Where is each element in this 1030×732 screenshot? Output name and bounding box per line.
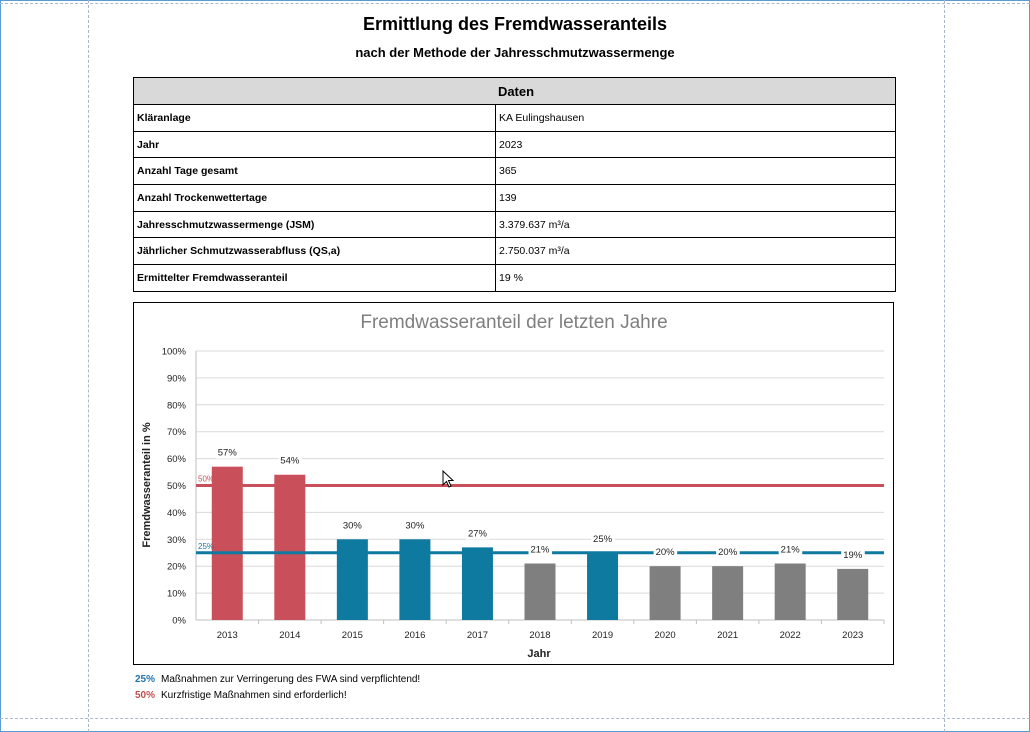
- data-label-bg: [215, 447, 240, 459]
- x-tick-label: 2018: [529, 630, 550, 641]
- row-value: 2023: [495, 130, 896, 159]
- bar-2013: [211, 466, 243, 620]
- row-label: Jahr: [133, 130, 496, 159]
- row-value: 2.750.037 m³/a: [495, 237, 896, 266]
- row-label: Jahresschmutzwassermenge (JSM): [133, 210, 496, 239]
- y-tick-label: 20%: [167, 562, 187, 573]
- data-label-bg: [465, 528, 490, 540]
- bar-2023: [837, 568, 869, 620]
- data-table: Daten Kläranlage KA Eulingshausen Jahr 202…: [133, 77, 896, 292]
- x-tick-label: 2019: [592, 630, 613, 641]
- page-title: Ermittlung des Fremdwasseranteils: [362, 14, 668, 34]
- y-tick-label: 70%: [167, 427, 187, 438]
- data-label: 20%: [718, 547, 738, 558]
- data-label: 20%: [656, 547, 676, 558]
- row-label: Jährlicher Schmutzwasserabfluss (QS,a): [133, 237, 496, 266]
- y-tick-label: 10%: [167, 589, 187, 600]
- threshold-label: 50%: [198, 475, 214, 484]
- data-label: 57%: [218, 448, 238, 459]
- margin-guide-top: [0, 3, 1030, 4]
- page-subtitle: nach der Methode der Jahresschmutzwasser…: [355, 45, 675, 60]
- data-label: 30%: [343, 520, 363, 531]
- row-value: 139: [495, 184, 896, 212]
- table-row: Jährlicher Schmutzwasserabfluss (QS,a) 2.…: [133, 237, 896, 266]
- data-label-bg: [591, 533, 615, 545]
- chart-container[interactable]: Fremdwasseranteil der letzten Jahre Jahr…: [133, 302, 894, 665]
- mouse-cursor-icon: [442, 470, 455, 488]
- x-tick-label: 2016: [404, 630, 425, 641]
- data-label-bg: [716, 547, 740, 559]
- y-tick-label: 0%: [172, 616, 186, 627]
- table-heading: Daten: [133, 77, 896, 105]
- data-label: 21%: [781, 545, 801, 556]
- x-tick-label: 2020: [655, 630, 676, 641]
- threshold-label: 25%: [198, 542, 214, 551]
- data-label: 30%: [405, 520, 425, 531]
- row-value: KA Eulingshausen: [495, 104, 896, 132]
- row-label: Anzahl Trockenwettertage: [133, 184, 496, 212]
- legend-pct: 50%: [135, 690, 156, 701]
- legend-text: Kurzfristige Maßnahmen sind erforderlich…: [161, 690, 347, 701]
- legend-pct: 25%: [135, 674, 156, 685]
- bar-2014: [274, 474, 306, 620]
- table-row: Anzahl Trockenwettertage 139: [133, 184, 896, 212]
- data-label: 19%: [843, 550, 863, 561]
- margin-guide-left: [88, 0, 89, 732]
- legend-item-25: 25% Maßnahmen zur Verringerung des FWA si…: [135, 674, 420, 685]
- data-label-bg: [403, 520, 427, 532]
- bar-2017: [461, 547, 493, 620]
- margin-guide-bottom: [0, 718, 1030, 719]
- data-label-bg: [778, 544, 803, 556]
- table-row: Kläranlage KA Eulingshausen: [133, 104, 896, 132]
- y-tick-label: 30%: [167, 535, 187, 546]
- row-value: 3.379.637 m³/a: [495, 210, 896, 239]
- legend-item-50: 50% Kurzfristige Maßnahmen sind erforderl…: [135, 690, 347, 701]
- bar-2022: [774, 563, 806, 620]
- data-label: 25%: [593, 534, 613, 545]
- x-tick-label: 2013: [217, 630, 238, 641]
- y-tick-label: 60%: [167, 454, 187, 465]
- row-label: Anzahl Tage gesamt: [133, 157, 496, 186]
- table-row: Anzahl Tage gesamt 365: [133, 157, 896, 186]
- x-tick-label: 2021: [717, 630, 738, 641]
- margin-guide-right: [944, 0, 945, 732]
- data-label: 54%: [280, 456, 300, 467]
- bar-chart: Fremdwasseranteil der letzten Jahre Jahr…: [141, 312, 885, 660]
- y-axis-label: Fremdwasseranteil in %: [141, 422, 153, 548]
- data-label-bg: [653, 547, 678, 559]
- row-label: Ermittelter Fremdwasseranteil: [133, 264, 496, 292]
- x-tick-label: 2014: [279, 630, 300, 641]
- y-tick-label: 100%: [162, 347, 187, 358]
- x-tick-label: 2017: [467, 630, 488, 641]
- row-value: 365: [495, 157, 896, 186]
- chart-title: Fremdwasseranteil der letzten Jahre: [360, 312, 667, 333]
- table-row: Jahresschmutzwassermenge (JSM) 3.379.637 …: [133, 210, 896, 239]
- bar-2020: [649, 566, 681, 620]
- y-tick-label: 80%: [167, 400, 187, 411]
- data-label-bg: [278, 455, 302, 467]
- bar-2021: [712, 566, 744, 620]
- x-tick-label: 2015: [342, 630, 363, 641]
- table-row: Ermittelter Fremdwasseranteil 19 %: [133, 264, 896, 292]
- x-axis-label: Jahr: [527, 648, 551, 660]
- y-tick-label: 50%: [167, 481, 187, 492]
- y-tick-label: 40%: [167, 508, 187, 519]
- legend-text: Maßnahmen zur Verringerung des FWA sind …: [161, 674, 421, 685]
- data-label: 27%: [468, 528, 488, 539]
- row-label: Kläranlage: [133, 104, 496, 132]
- table-row: Jahr 2023: [133, 130, 896, 159]
- row-value: 19 %: [495, 264, 896, 292]
- x-tick-label: 2022: [780, 630, 801, 641]
- bar-2018: [524, 563, 556, 620]
- data-label-bg: [528, 544, 553, 556]
- x-tick-label: 2023: [842, 630, 863, 641]
- data-label-bg: [340, 520, 365, 532]
- data-label: 21%: [530, 545, 550, 556]
- data-label-bg: [841, 549, 865, 561]
- y-tick-label: 90%: [167, 373, 187, 384]
- bar-2019: [587, 552, 619, 620]
